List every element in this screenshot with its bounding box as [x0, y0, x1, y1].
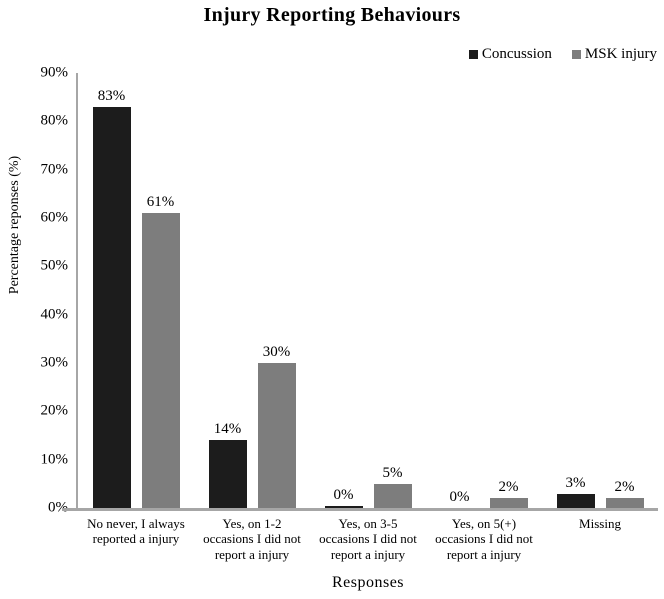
y-tick-label: 30% [40, 354, 69, 371]
bar-msk-injury: 30% [257, 345, 296, 508]
y-tick-label: 20% [40, 402, 69, 419]
bar-value-label: 14% [213, 421, 242, 438]
bar-msk-injury: 2% [489, 480, 528, 508]
y-axis-line [76, 73, 78, 510]
x-axis-line [62, 508, 658, 511]
y-tick-label: 60% [40, 209, 69, 226]
bar-value-label: 83% [97, 87, 126, 104]
legend-label: MSK injury [584, 45, 657, 62]
bar-msk-injury: 5% [373, 465, 412, 508]
category-labels: No never, I always reported a injury Yes,… [78, 516, 658, 562]
category-label: Yes, on 3-5 occasions I did not report a… [319, 516, 417, 562]
bar-value-label: 3% [565, 474, 586, 491]
bar-group: 0% 5% [310, 73, 426, 508]
bar-concussion: 0% [324, 488, 363, 508]
y-tick-label: 70% [40, 161, 69, 178]
x-axis-title: Responses [331, 574, 405, 591]
legend-swatch [571, 49, 581, 59]
y-tick-label: 50% [40, 257, 69, 274]
bar-msk-injury: 2% [605, 480, 644, 508]
y-tick-label: 90% [40, 64, 69, 81]
bar-group: 3% 2% [542, 73, 658, 508]
legend: Concussion MSK injury [468, 45, 657, 63]
bar-concussion: 83% [92, 88, 131, 508]
legend-swatch [468, 49, 478, 59]
y-tick-label: 10% [40, 451, 69, 468]
bar-group: 0% 2% [426, 73, 542, 508]
chart-title: Injury Reporting Behaviours [203, 4, 461, 26]
category-label: Yes, on 5(+) occasions I did not report … [435, 516, 533, 562]
y-tick-label: 0% [48, 499, 68, 516]
bar-value-label: 0% [449, 489, 470, 505]
bar-value-label: 61% [146, 194, 175, 211]
bar-concussion: 3% [556, 475, 595, 508]
bar-value-label: 5% [382, 464, 403, 481]
category-label: No never, I always reported a injury [87, 516, 185, 547]
legend-item-msk-injury: MSK injury [571, 45, 657, 63]
legend-item-concussion: Concussion [468, 45, 552, 63]
bar-group: 83% 61% [78, 73, 194, 508]
bar-value-label: 0% [333, 487, 354, 504]
plot-area: 83% 61% 14% 30% 0% 5% 0% 2% 3% 2% [78, 73, 658, 508]
legend-label: Concussion [481, 45, 552, 62]
bar-value-label: 2% [614, 479, 635, 496]
bar-msk-injury: 61% [141, 195, 180, 508]
category-label: Yes, on 1-2 occasions I did not report a… [203, 516, 301, 562]
y-tick-label: 80% [40, 112, 69, 129]
category-label: Missing [579, 516, 621, 531]
bar-group: 14% 30% [194, 73, 310, 508]
bar-value-label: 2% [498, 479, 519, 496]
y-axis-ticks: 0% 10% 20% 30% 40% 50% 60% 70% 80% 90% [0, 65, 69, 515]
bar-value-label: 30% [262, 344, 291, 361]
bar-concussion: 14% [208, 422, 247, 508]
y-tick-label: 40% [40, 306, 69, 323]
